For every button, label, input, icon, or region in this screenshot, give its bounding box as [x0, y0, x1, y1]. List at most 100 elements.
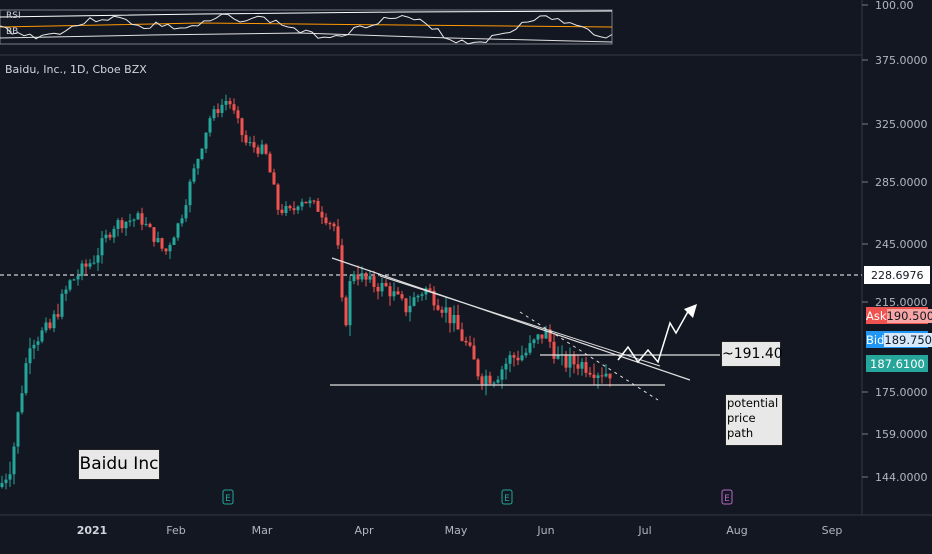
candle-body — [196, 158, 200, 169]
last-price-badge: 187.6100 — [866, 355, 928, 372]
time-label: Mar — [252, 524, 273, 537]
candle-body — [400, 294, 404, 299]
candle-body — [448, 307, 452, 324]
time-label: Jun — [536, 524, 554, 537]
candle-body — [384, 282, 388, 287]
candle-body — [260, 144, 264, 154]
candle-body — [304, 201, 308, 204]
candle-body — [564, 354, 568, 368]
candle-body — [592, 374, 596, 378]
candle-body — [148, 223, 152, 228]
candle-body — [388, 286, 392, 297]
candle-body — [96, 255, 100, 263]
candle-body — [112, 228, 116, 238]
svg-text:E: E — [724, 494, 730, 504]
time-label: Apr — [354, 524, 374, 537]
company-label-box[interactable]: Baidu Inc — [78, 449, 160, 480]
candle-body — [600, 375, 604, 377]
candle-series — [0, 94, 612, 490]
candle-body — [508, 355, 512, 364]
candle-body — [204, 132, 208, 149]
bb-middle-line — [0, 22, 613, 28]
candle-body — [288, 205, 292, 209]
candle-body — [480, 376, 484, 385]
candle-body — [476, 359, 480, 377]
earnings-marker[interactable]: E — [222, 489, 234, 505]
svg-text:144.0000: 144.0000 — [875, 471, 928, 484]
candle-body — [252, 142, 256, 148]
dashed-level-tag — [864, 266, 930, 284]
price-axis[interactable]: 375.0000 325.0000 285.0000 245.0000 215.… — [862, 54, 928, 484]
svg-text:175.0000: 175.0000 — [875, 386, 928, 399]
candle-body — [136, 213, 140, 220]
descending-trendline[interactable] — [331, 257, 691, 381]
candle-body — [240, 118, 244, 136]
candle-body — [420, 294, 424, 296]
candle-body — [4, 479, 8, 484]
time-label: Aug — [726, 524, 747, 537]
price-tick: 375.0000 — [862, 54, 928, 67]
candle-body — [156, 238, 160, 242]
candle-body — [392, 291, 396, 297]
candle-body — [540, 334, 544, 339]
path-note-line: path — [727, 426, 754, 440]
candle-body — [452, 315, 456, 324]
path-note-line: price — [727, 411, 756, 425]
candle-body — [216, 109, 220, 113]
candle-body — [332, 223, 336, 227]
earnings-marker[interactable]: E — [501, 489, 513, 505]
candle-body — [536, 334, 540, 340]
rsi-band — [0, 9, 613, 45]
candle-body — [464, 340, 468, 343]
candle-body — [188, 181, 192, 206]
candle-body — [184, 205, 188, 219]
candle-body — [456, 315, 460, 330]
candle-body — [52, 314, 56, 329]
candle-body — [488, 375, 492, 384]
candle-body — [208, 118, 212, 133]
dashed-channel-line[interactable] — [519, 311, 659, 401]
candle-body — [8, 474, 12, 480]
price-tick: 144.0000 — [862, 471, 928, 484]
symbol-title[interactable]: Baidu, Inc., 1D, Cboe BZX — [5, 63, 147, 76]
svg-text:375.0000: 375.0000 — [875, 54, 928, 67]
candle-body — [460, 329, 464, 341]
descending-trendline-2[interactable] — [379, 275, 661, 367]
candle-body — [308, 200, 312, 204]
candle-body — [40, 330, 44, 342]
candle-body — [336, 226, 340, 246]
candle-body — [172, 237, 176, 245]
candle-body — [512, 355, 516, 358]
earnings-marker[interactable]: E — [721, 489, 733, 505]
candle-body — [524, 352, 528, 356]
target-label-box[interactable]: ~191.40 — [721, 341, 783, 367]
candle-body — [324, 217, 328, 224]
bb-lower-line — [0, 32, 613, 43]
path-note-box[interactable]: potential price path — [725, 394, 783, 446]
time-axis[interactable]: 2021 Feb Mar Apr May Jun Jul Aug Sep — [77, 524, 843, 537]
rsi-legend-label[interactable]: RSI — [6, 11, 21, 21]
price-tick: 175.0000 — [862, 386, 928, 399]
candle-body — [316, 200, 320, 212]
candle-body — [372, 276, 376, 287]
candle-body — [532, 339, 536, 344]
candle-body — [340, 245, 344, 298]
price-tick: 245.0000 — [862, 238, 928, 251]
candle-body — [416, 295, 420, 298]
candle-body — [608, 373, 612, 379]
bb-legend-label[interactable]: BB — [6, 27, 19, 37]
candle-body — [500, 369, 504, 380]
price-tick: 285.0000 — [862, 176, 928, 189]
candle-body — [192, 168, 196, 182]
bid-label: Bid — [866, 332, 885, 347]
candle-body — [92, 262, 96, 264]
candle-body — [200, 148, 204, 159]
candle-body — [68, 280, 72, 290]
candle-body — [484, 375, 488, 385]
candle-body — [352, 274, 356, 282]
candle-body — [44, 322, 48, 331]
candle-body — [64, 289, 68, 294]
svg-text:245.0000: 245.0000 — [875, 238, 928, 251]
time-label: Jul — [637, 524, 651, 537]
